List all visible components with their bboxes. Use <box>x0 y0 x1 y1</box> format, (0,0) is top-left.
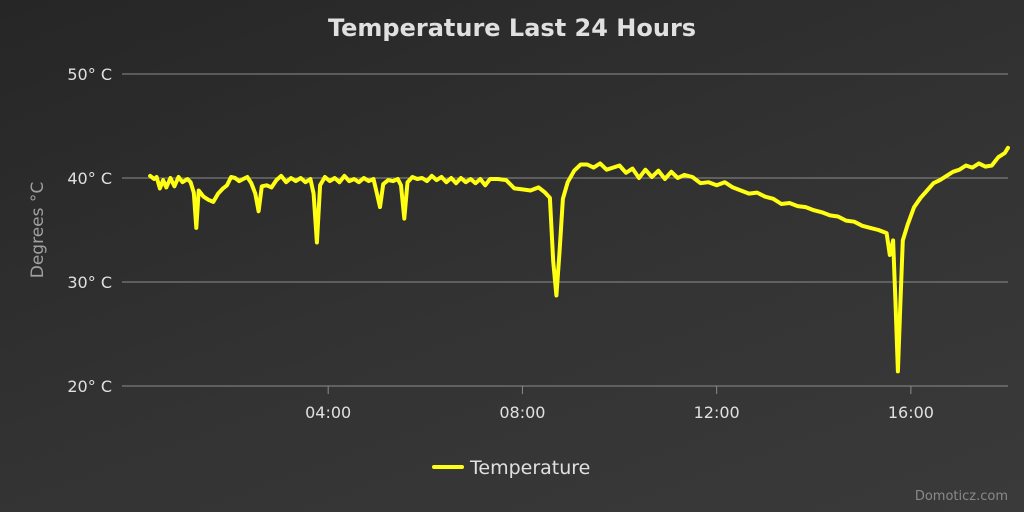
x-axis-ticks: 04:00 08:00 12:00 16:00 <box>305 386 934 422</box>
grid-lines <box>122 73 1008 387</box>
legend[interactable]: Temperature <box>432 457 590 479</box>
chart-title: Temperature Last 24 Hours <box>328 14 696 42</box>
y-tick-label: 40° C <box>67 169 112 188</box>
y-tick-label: 20° C <box>67 377 112 396</box>
y-tick-label: 30° C <box>67 273 112 292</box>
y-axis-title: Degrees °C <box>28 182 48 279</box>
legend-label-temperature[interactable]: Temperature <box>469 457 590 479</box>
x-tick-label: 08:00 <box>499 403 545 422</box>
x-tick-label: 04:00 <box>305 403 351 422</box>
series-layer <box>148 145 1010 374</box>
credit-link[interactable]: Domoticz.com <box>915 489 1008 504</box>
y-tick-label: 50° C <box>67 65 112 84</box>
y-axis-ticks: 20° C 30° C 40° C 50° C <box>67 65 112 396</box>
series-line-temperature[interactable] <box>148 145 1010 374</box>
x-tick-label: 12:00 <box>694 403 740 422</box>
x-tick-label: 16:00 <box>888 403 934 422</box>
